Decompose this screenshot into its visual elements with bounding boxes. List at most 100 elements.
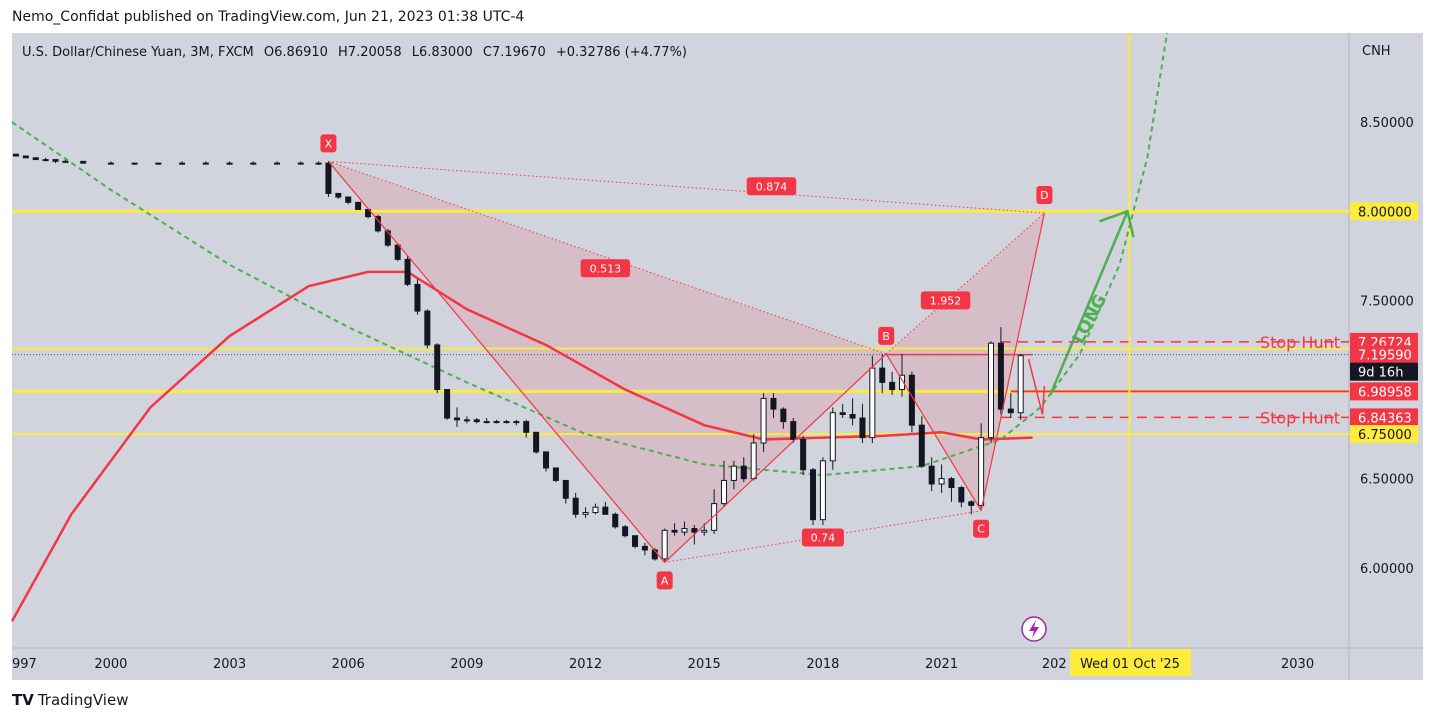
candle <box>572 492 579 518</box>
candle-body <box>22 155 29 159</box>
ratio-value: 0.874 <box>756 180 788 193</box>
pattern-point-badge <box>1036 186 1053 205</box>
candle <box>131 162 138 165</box>
candle <box>345 196 352 205</box>
candle-body <box>592 506 599 514</box>
legend-high-label: H <box>338 45 348 60</box>
candle <box>463 416 470 424</box>
long-arrow-shaft <box>1049 210 1129 396</box>
price-badge-text: 6.98958 <box>1358 385 1412 400</box>
candle <box>928 457 935 492</box>
tradingview-logo[interactable]: 𝗧𝗩 TradingView <box>12 691 129 709</box>
candle-body <box>750 442 757 480</box>
candle <box>641 542 648 556</box>
candle-body <box>454 417 461 421</box>
pattern-point-label: D <box>1040 189 1048 202</box>
candle <box>42 157 49 162</box>
candle-body <box>32 157 39 161</box>
candle-body <box>790 421 797 440</box>
candle <box>155 162 162 165</box>
candle <box>889 371 896 395</box>
candle <box>424 309 431 349</box>
candle <box>62 159 69 164</box>
price-badge-text: 8.00000 <box>1358 205 1412 220</box>
candle <box>32 157 39 161</box>
pattern-point-badge <box>320 134 337 153</box>
pattern-point-d: D <box>1036 186 1053 205</box>
long-label: LONG <box>1069 291 1111 347</box>
candle <box>879 353 886 394</box>
grid-layer <box>12 33 1423 680</box>
price-tick: 6.50000 <box>1360 473 1414 488</box>
time-tick: 2003 <box>213 657 246 672</box>
candle <box>315 161 322 165</box>
candle <box>552 467 559 483</box>
price-badge-bg <box>1350 202 1418 221</box>
candle <box>958 485 965 508</box>
candle <box>908 371 915 433</box>
ratio-badge <box>920 291 971 310</box>
candle-body <box>543 451 550 469</box>
leg-cd <box>980 212 1046 511</box>
price-tick: 6.00000 <box>1360 562 1414 577</box>
price-badge-bg <box>1350 382 1418 401</box>
candle-body <box>1017 355 1024 414</box>
price-badge: 9d 16h <box>1350 362 1418 381</box>
lightning-icon[interactable] <box>1021 616 1047 642</box>
candle <box>829 407 836 470</box>
candle-body <box>661 529 668 560</box>
candle-body <box>562 479 569 499</box>
candle-body <box>355 201 362 210</box>
stop-hunt-label: Stop Hunt <box>1260 333 1340 352</box>
time-tick: 202 <box>1042 657 1067 672</box>
moving-average-line <box>10 270 1033 622</box>
time-tick: 2009 <box>450 657 483 672</box>
candle-body <box>839 412 846 415</box>
candle <box>523 419 530 438</box>
ratio-value: 0.513 <box>590 262 622 275</box>
price-badge-bg <box>1350 362 1418 381</box>
price-badge-text: 9d 16h <box>1358 366 1403 381</box>
candle-body <box>444 389 451 419</box>
bcd-triangle <box>886 213 1045 511</box>
pattern-point-label: A <box>661 574 669 587</box>
price-badge: 7.19590 <box>1350 345 1418 364</box>
candle-body <box>899 374 906 391</box>
candle <box>602 501 609 515</box>
candle-body <box>612 513 619 528</box>
candle-body <box>968 501 975 506</box>
candle-body <box>948 478 955 489</box>
annotation-layer: Stop Hunt Stop Hunt LONG <box>1027 209 1340 427</box>
candle <box>721 460 728 508</box>
candle-body <box>602 506 609 515</box>
legend-high: 7.20058 <box>348 45 402 60</box>
candle-body <box>12 153 19 157</box>
candle <box>948 476 955 502</box>
candle <box>1007 393 1014 419</box>
time-axis[interactable]: 9972000200320062009201220152018202120272… <box>12 649 1314 676</box>
candle <box>297 161 304 165</box>
candle-body <box>42 159 49 162</box>
price-axis[interactable]: CNH 8.50000 7.50000 6.50000 6.00000 8.00000… <box>1350 44 1418 577</box>
crosshair-date-label: Wed 01 Oct '25 <box>1080 657 1180 672</box>
candle <box>414 279 421 315</box>
price-badge-text: 6.75000 <box>1358 428 1412 443</box>
candle-body <box>297 162 304 165</box>
candle <box>592 503 599 515</box>
price-tick: 8.50000 <box>1360 116 1414 131</box>
legend-open: 6.86910 <box>274 45 328 60</box>
pattern-point-label: X <box>325 137 333 150</box>
legend-change: +0.32786 (+4.77%) <box>556 45 687 60</box>
candle-body <box>493 421 500 424</box>
candle <box>493 419 500 424</box>
pattern-point-badge <box>973 519 990 538</box>
candle <box>632 535 639 549</box>
leg-xa <box>327 160 666 563</box>
candle-body <box>52 159 59 162</box>
candle-body <box>632 535 639 547</box>
pattern-point-badge <box>878 326 895 345</box>
price-badge-bg <box>1350 345 1418 364</box>
candle-body <box>800 438 807 471</box>
indicator-layer <box>10 32 1169 622</box>
